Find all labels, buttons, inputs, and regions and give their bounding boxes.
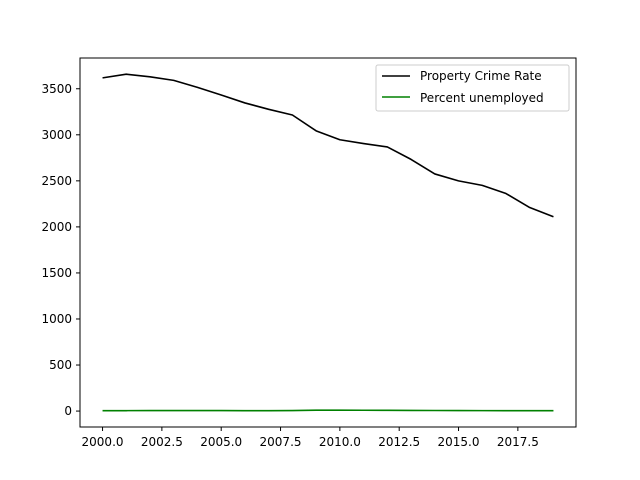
x-tick-label: 2007.5 (260, 435, 302, 449)
x-tick-label: 2012.5 (378, 435, 420, 449)
x-tick-label: 2010.0 (319, 435, 361, 449)
y-tick-label: 1000 (41, 312, 72, 326)
x-tick-label: 2015.0 (438, 435, 480, 449)
x-tick-label: 2002.5 (141, 435, 183, 449)
series-line-property-crime-rate (102, 73, 554, 218)
x-tick-label: 2017.5 (497, 435, 539, 449)
y-tick-label: 3000 (41, 128, 72, 142)
y-tick-label: 0 (64, 404, 72, 418)
series-layer (102, 73, 554, 412)
series-line-percent-unemployed (102, 409, 554, 412)
x-axis: 2000.0 2002.5 2005.0 2007.5 2010.0 2012.5 2015… (82, 427, 539, 449)
y-tick-label: 2500 (41, 174, 72, 188)
legend-box (375, 64, 570, 112)
y-tick-label: 500 (49, 358, 72, 372)
plot-area-frame (79, 57, 577, 428)
legend-label-property-crime: Property Crime Rate (420, 69, 542, 83)
y-tick-label: 3500 (41, 82, 72, 96)
x-tick-label: 2005.0 (200, 435, 242, 449)
legend-label-percent-unemployed: Percent unemployed (420, 91, 544, 105)
y-axis: 0 500 1000 1500 2000 2500 3000 3500 (41, 82, 80, 418)
x-tick-label: 2000.0 (82, 435, 124, 449)
y-tick-label: 2000 (41, 220, 72, 234)
legend: Property Crime Rate Percent unemployed (375, 64, 570, 112)
y-tick-label: 1500 (41, 266, 72, 280)
